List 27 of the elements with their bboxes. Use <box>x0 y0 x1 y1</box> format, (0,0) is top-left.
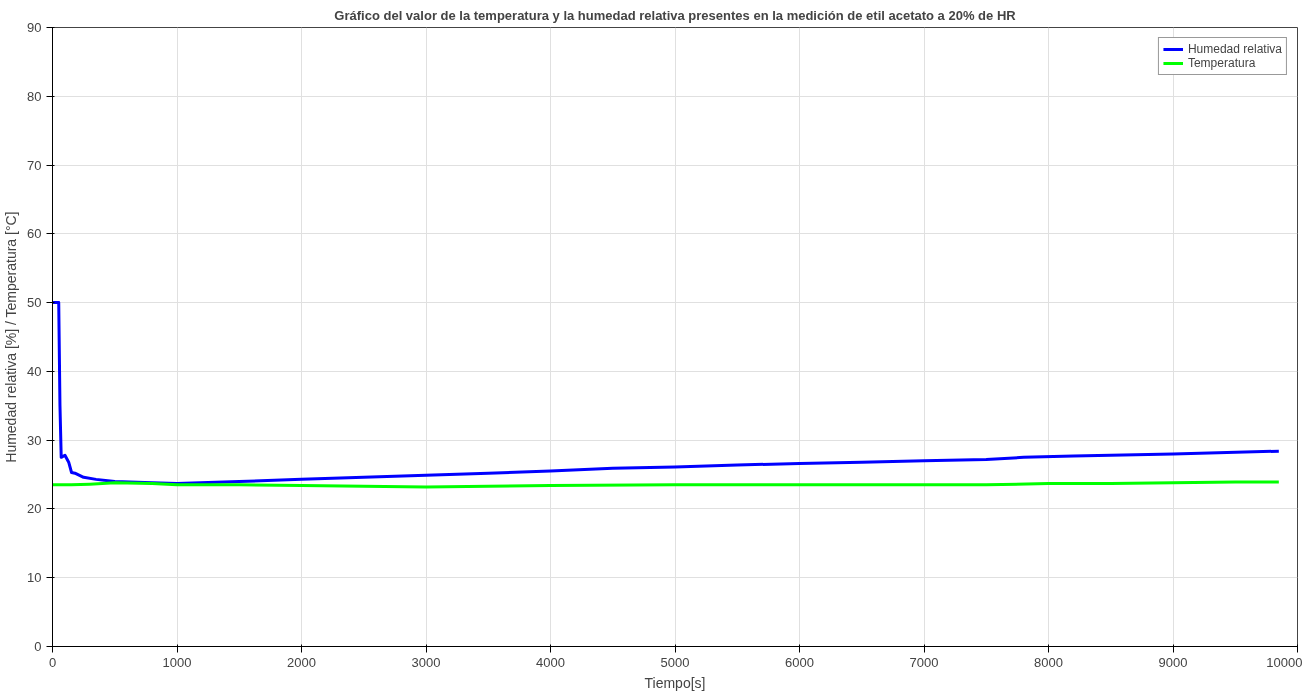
x-tick-label: 2000 <box>287 654 316 670</box>
x-tick-label: 8000 <box>1034 654 1063 670</box>
y-tick-label: 20 <box>27 501 42 517</box>
x-tick-label: 5000 <box>660 654 690 670</box>
x-tick-label: 7000 <box>909 654 939 670</box>
y-tick-label: 0 <box>34 639 42 654</box>
x-tick-label: 10000 <box>1266 654 1302 670</box>
x-tick-label: 3000 <box>411 654 441 670</box>
y-tick-label: 70 <box>27 157 42 173</box>
y-tick-label: 60 <box>27 226 42 242</box>
x-axis-title: Tiempo[s] <box>644 674 706 691</box>
y-tick-label: 30 <box>27 432 42 448</box>
x-tick-label: 0 <box>48 654 57 670</box>
y-axis-title: Humedad relativa [%] / Temperatura [°C] <box>3 211 20 463</box>
legend-label: Humedad relativa <box>1187 42 1282 56</box>
x-tick-label: 4000 <box>536 654 565 670</box>
x-tick-label: 6000 <box>785 654 814 670</box>
legend-label: Temperatura <box>1187 56 1256 70</box>
chart-title: Gráfico del valor de la temperatura y la humedad relativa presentes en la medición de etil acetato a 20% de HR <box>334 7 1017 23</box>
y-tick-label: 40 <box>27 363 42 379</box>
x-tick-label: 9000 <box>1158 654 1188 670</box>
y-tick-label: 90 <box>27 20 42 35</box>
x-tick-label: 1000 <box>162 654 192 670</box>
y-tick-label: 50 <box>27 295 42 311</box>
y-tick-label: 80 <box>27 88 42 104</box>
y-tick-label: 10 <box>27 570 42 586</box>
line-series <box>52 301 1281 485</box>
